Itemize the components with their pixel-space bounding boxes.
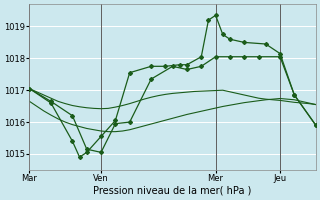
- X-axis label: Pression niveau de la mer( hPa ): Pression niveau de la mer( hPa ): [93, 186, 252, 196]
